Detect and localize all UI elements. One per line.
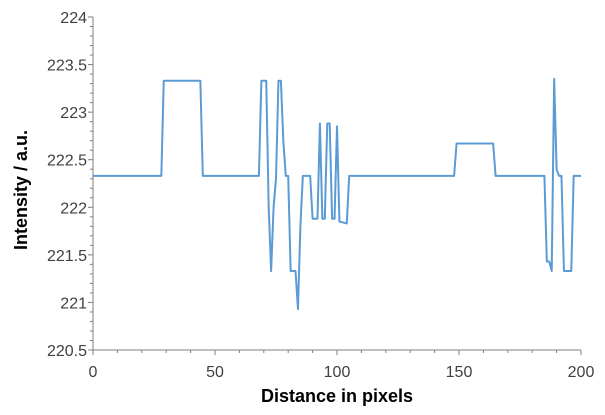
- x-axis-title: Distance in pixels: [261, 386, 413, 406]
- x-tick-label: 150: [446, 364, 473, 381]
- y-tick-label: 223.5: [47, 58, 87, 75]
- ticks-layer: 220.5 221 221.5 222 222.5 223 223.5 224 0 50 100 15…: [47, 10, 594, 381]
- y-tick-label: 221.5: [47, 248, 87, 265]
- x-tick-label: 100: [324, 364, 351, 381]
- y-tick-label: 221: [60, 295, 87, 312]
- y-tick-label: 224: [60, 10, 87, 27]
- x-tick-label: 0: [89, 364, 98, 381]
- x-tick-label: 50: [206, 364, 224, 381]
- y-axis-title: Intensity / a.u.: [11, 130, 31, 250]
- y-tick-label: 222.5: [47, 153, 87, 170]
- y-tick-label: 220.5: [47, 343, 87, 360]
- x-tick-label: 200: [568, 364, 595, 381]
- y-tick-label: 222: [60, 200, 87, 217]
- series-layer: [93, 77, 581, 311]
- axes-layer: [92, 17, 581, 351]
- y-tick-label: 223: [60, 105, 87, 122]
- series-line: [93, 77, 581, 311]
